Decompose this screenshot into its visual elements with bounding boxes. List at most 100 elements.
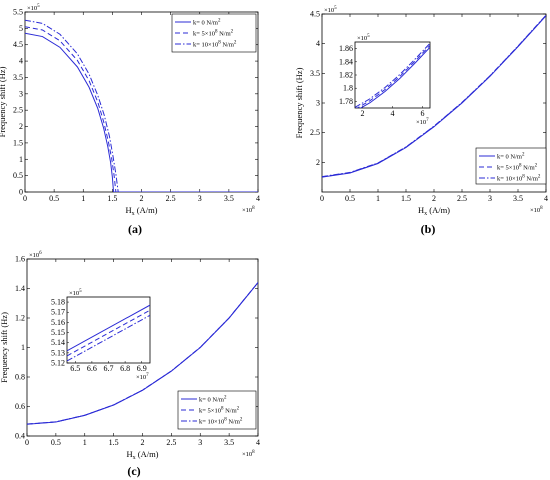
panel-a-xtick-label: 3.5 xyxy=(224,194,234,203)
panel-c-inset-x-exponent: ×107 xyxy=(136,373,149,381)
panel-b-inset-ytick-label: 1.84 xyxy=(339,57,353,66)
panel-a-xtick-label: 1.5 xyxy=(107,194,117,203)
panel-a-ytick-label: 0.5 xyxy=(13,171,23,180)
panel-a-x-exponent: ×108 xyxy=(242,206,255,214)
panel-c-ytick-label: 1.6 xyxy=(15,255,25,264)
panel-c-ytick-label: 1.2 xyxy=(15,314,25,323)
panel-b-xtick-label: 2.5 xyxy=(457,194,467,203)
panel-a-ytick-label: 3 xyxy=(19,89,23,98)
panel-c-y-axis-label: Frequency shift (Hz) xyxy=(0,312,9,383)
panel-b-xtick-label: 2 xyxy=(432,194,436,203)
panel-c-legend: k= 0 N/m2 k= 5×108 N/m2 k= 10×108 N/m2 xyxy=(177,390,257,430)
panel-b-ytick-label: 4 xyxy=(316,39,320,48)
panel-c-series-3 xyxy=(27,282,258,425)
panel-c-inset-xtick-label: 6.5 xyxy=(70,364,80,373)
panel-a-series-3 xyxy=(25,19,258,192)
panel-c-series-2 xyxy=(27,282,258,425)
panel-a-ytick-label: 1 xyxy=(19,155,23,164)
panel-a-ytick-label: 0 xyxy=(19,188,23,197)
panel-b-xtick-label: 3 xyxy=(488,194,492,203)
panel-c-inset-ytick-label: 5.13 xyxy=(51,348,65,357)
panel-a-legend-label-1: k= 0 N/m2 xyxy=(193,18,221,26)
panel-c-xtick-label: 3.5 xyxy=(224,438,234,447)
panel-b-inset-series-2 xyxy=(356,44,430,108)
panel-a-ytick-label: 4 xyxy=(19,57,23,66)
panel-a-xtick-label: 2 xyxy=(140,194,144,203)
panel-b-inset-x-exponent: ×107 xyxy=(416,118,429,126)
panel-b-legend-label-3: k= 10×108 N/m2 xyxy=(497,174,541,182)
panel-b-inset-ytick-label: 1.86 xyxy=(339,44,353,53)
panel-c-inset-ytick-label: 5.12 xyxy=(51,359,65,368)
panel-b-xtick-label: 1.5 xyxy=(401,194,411,203)
panel-c-xtick-label: 2.5 xyxy=(166,438,176,447)
panel-a-ytick-label: 2.5 xyxy=(13,106,23,115)
panel-c-xtick-label: 0.5 xyxy=(51,438,61,447)
panel-a-ytick-label: 5 xyxy=(19,24,23,33)
panel-a-y-axis-label: Frequency shift (Hz) xyxy=(0,66,7,137)
panel-a-xtick-label: 1 xyxy=(81,194,85,203)
panel-a-xtick-label: 2.5 xyxy=(166,194,176,203)
panel-c-xtick-label: 1 xyxy=(83,438,87,447)
panel-a-ytick-label: 5.5 xyxy=(13,8,23,17)
panel-a-legend: k= 0 N/m2 k= 5×108 N/m2 k= 10×108 N/m2 xyxy=(171,13,257,53)
panel-a-xtick-label: 4 xyxy=(256,194,260,203)
panel-b-series-3 xyxy=(322,14,546,178)
panel-b-legend-label-1: k= 0 N/m2 xyxy=(497,152,525,160)
panel-c-inset-xtick-label: 6.6 xyxy=(87,364,97,373)
panel-b-y-axis-label: Frequency shift (Hz) xyxy=(294,67,304,138)
panel-c-inset-y-exponent: ×105 xyxy=(69,289,82,297)
panel-b-x-axis-label: Hx (A/m) xyxy=(418,205,450,217)
panel-b-inset-xtick-label: 6 xyxy=(421,109,425,118)
panel-b-inset-ytick-label: 1.8 xyxy=(343,84,353,93)
panel-c-xtick-label: 4 xyxy=(256,438,260,447)
panel-c-inset-ytick-label: 5.15 xyxy=(51,328,65,337)
panel-a-series-1 xyxy=(25,32,258,192)
panel-a-xtick-label: 0.5 xyxy=(49,194,59,203)
panel-b-xtick-label: 0.5 xyxy=(345,194,355,203)
panel-b-ytick-label: 4.5 xyxy=(310,10,320,19)
panel-c-xtick-label: 0 xyxy=(25,438,29,447)
panel-c-inset-ytick-label: 5.18 xyxy=(51,298,65,307)
panel-a-panel-label: (a) xyxy=(128,222,142,236)
panel-a-ytick-label: 2 xyxy=(19,122,23,131)
panel-c-inset-ytick-label: 5.17 xyxy=(51,308,65,317)
panel-a-x-axis-label: Hx (A/m) xyxy=(125,205,157,217)
panel-c-x-exponent: ×108 xyxy=(242,450,255,458)
panel-b-xtick-label: 3.5 xyxy=(513,194,523,203)
panel-b-inset-series-1 xyxy=(359,46,430,108)
panel-b-y-exponent: ×105 xyxy=(324,6,337,14)
panel-b-inset-xtick-label: 2 xyxy=(361,109,365,118)
panel-b-inset-series-3 xyxy=(355,42,430,108)
panel-c: 0 0.5 1 1.5 2 2.5 3 3.5 4 0.4 0.6 0.8 1 1.2 1.4 1.6 ×106… xyxy=(0,251,260,478)
panel-b-inset-ytick-label: 1.78 xyxy=(339,97,353,106)
panel-c-xtick-label: 1.5 xyxy=(109,438,119,447)
panel-c-xtick-label: 2 xyxy=(141,438,145,447)
panel-b-inset-y-exponent: ×105 xyxy=(357,34,370,42)
panel-b-inset-frame xyxy=(354,41,431,109)
panel-b-legend-label-2: k= 5×108 N/m2 xyxy=(497,163,538,171)
panel-c-inset-xtick-label: 6.7 xyxy=(104,364,114,373)
panel-b-panel-label: (b) xyxy=(421,222,436,236)
panel-b-legend: k= 0 N/m2 k= 5×108 N/m2 k= 10×108 N/m2 xyxy=(475,147,547,185)
panel-c-inset-xtick-label: 6.9 xyxy=(137,364,147,373)
panel-b-ytick-label: 3 xyxy=(316,99,320,108)
panel-c-inset: 6.5 6.6 6.7 6.8 6.9 5.12 5.135.145.155.165.175… xyxy=(51,289,151,381)
panel-c-inset-frame xyxy=(66,296,151,364)
panel-c-inset-xtick-label: 6.8 xyxy=(120,364,130,373)
panel-c-inset-ytick-label: 5.16 xyxy=(51,318,65,327)
panel-b-ytick-label: 2 xyxy=(316,158,320,167)
panel-c-panel-label: (c) xyxy=(127,464,140,478)
panel-b-xtick-label: 0 xyxy=(320,194,324,203)
panel-c-ytick-label: 0.8 xyxy=(15,373,25,382)
panel-c-inset-series-1 xyxy=(67,304,150,352)
panel-b-ytick-label: 3.5 xyxy=(310,69,320,78)
panel-b-inset-xtick-label: 4 xyxy=(391,109,395,118)
panel-b-xtick-label: 4 xyxy=(544,194,548,203)
panel-c-legend-label-1: k= 0 N/m2 xyxy=(199,395,227,403)
panel-c-ytick-label: 0.6 xyxy=(15,402,25,411)
panel-c-y-exponent: ×106 xyxy=(29,251,42,259)
panel-c-ytick-label: 1 xyxy=(21,343,25,352)
panel-c-legend-label-2: k= 5×108 N/m2 xyxy=(199,406,240,414)
panel-a-legend-label-2: k= 5×108 N/m2 xyxy=(193,29,234,37)
